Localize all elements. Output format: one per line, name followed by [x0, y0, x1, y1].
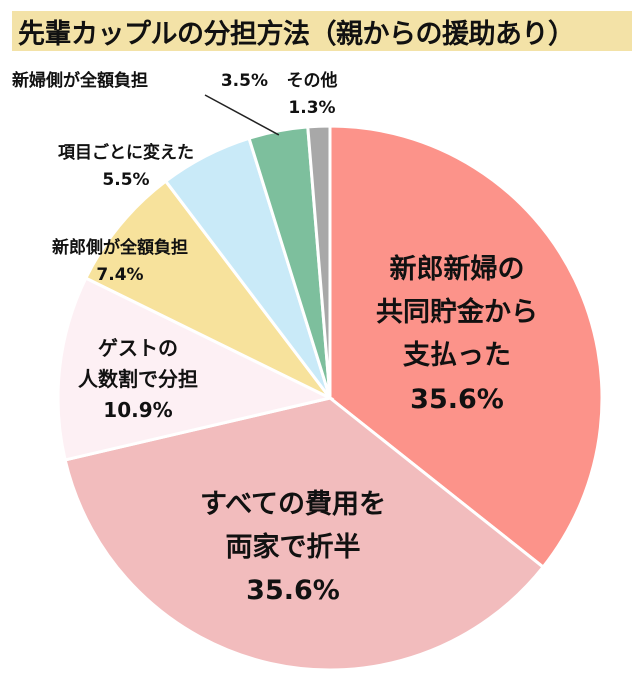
- pie-slice-split-equally: [63, 396, 546, 672]
- slice-label-other: その他 1.3%: [286, 71, 338, 119]
- leader-line-bride-side: [204, 94, 280, 136]
- slice-label-split-equally: すべての費用を 両家で折半 35.6%: [199, 489, 387, 607]
- slice-label-per-item: 項目ごとに変えた 5.5%: [58, 143, 194, 191]
- slice-label-guest-count: ゲストの 人数割で分担 10.9%: [78, 336, 198, 422]
- slice-label-groom-side: 新郎側が全額負担 7.4%: [52, 238, 188, 286]
- pie-slice-groom-side: [83, 179, 332, 400]
- pie-slice-other: [306, 124, 332, 399]
- slice-label-bride-side: 新婦側が全額負担: [12, 71, 148, 91]
- chart-title-banner: 先輩カップルの分担方法（親からの援助あり）: [12, 11, 632, 51]
- slice-value-bride-side: 3.5%: [220, 71, 268, 91]
- pie-slice-guest-count: [56, 276, 335, 462]
- slice-label-joint-savings: 新郎新婦の 共同貯金から 支払った 35.6%: [376, 254, 538, 415]
- chart-title: 先輩カップルの分担方法（親からの援助あり）: [18, 18, 575, 50]
- pie-slice-joint-savings: [328, 124, 604, 570]
